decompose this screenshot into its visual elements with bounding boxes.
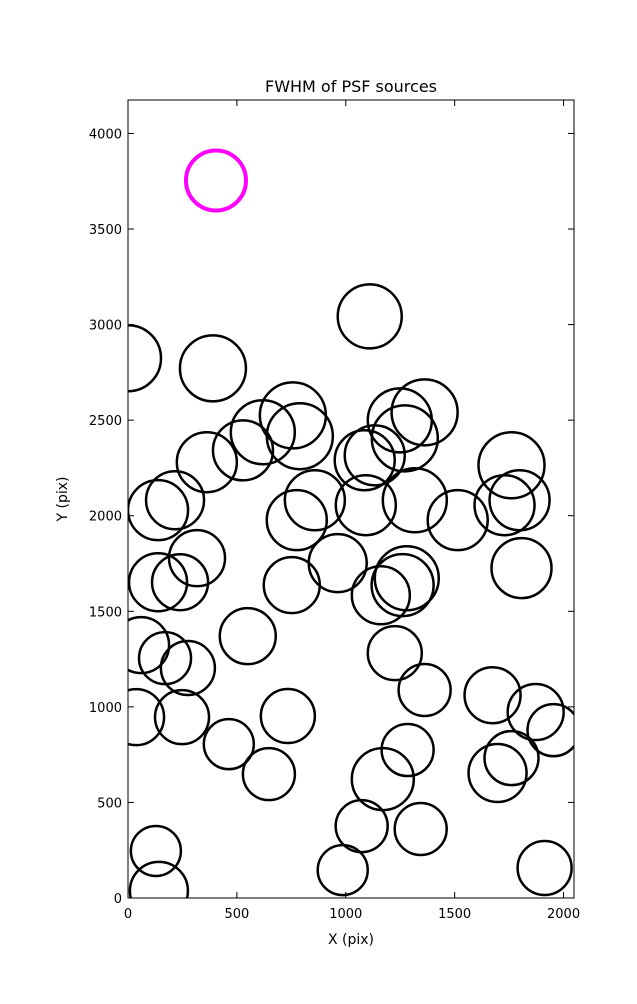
source-circle — [128, 860, 190, 898]
x-tick-label: 1500 — [438, 907, 471, 922]
y-tick-label: 1500 — [89, 605, 122, 620]
y-tick-label: 2000 — [89, 510, 122, 525]
y-tick-label: 1000 — [89, 701, 122, 716]
x-axis-label: X (pix) — [328, 932, 374, 948]
x-tick-label: 500 — [224, 907, 249, 922]
source-circle — [380, 722, 435, 778]
source-circle — [262, 555, 322, 615]
source-circle — [128, 551, 189, 613]
source-circle — [333, 429, 396, 492]
source-circle — [265, 401, 335, 471]
source-circle — [153, 688, 211, 746]
source-circle — [370, 552, 435, 618]
source-circle — [218, 606, 278, 666]
source-circle — [516, 839, 573, 897]
source-circle — [150, 552, 210, 612]
source-circle — [381, 466, 449, 534]
x-tick-label: 0 — [124, 907, 132, 922]
source-circle — [366, 624, 424, 682]
source-circle — [483, 729, 540, 787]
source-circle — [397, 662, 452, 718]
source-circle — [211, 419, 275, 482]
x-tick-label: 1000 — [329, 907, 362, 922]
source-circle — [307, 532, 368, 594]
source-circle — [128, 478, 190, 542]
source-circle — [477, 431, 546, 500]
y-tick-label: 3000 — [89, 319, 122, 334]
source-circle — [202, 717, 256, 771]
chart-title: FWHM of PSF sources — [265, 77, 437, 96]
source-circle — [144, 469, 206, 531]
source-circle — [506, 682, 565, 742]
y-axis-label: Y (pix) — [55, 477, 71, 523]
source-circle — [350, 564, 412, 626]
axes-frame — [127, 99, 575, 899]
source-circle — [490, 536, 553, 600]
source-circle — [178, 334, 248, 403]
y-tick-label: 2500 — [89, 414, 122, 429]
source-circle — [128, 615, 171, 675]
plot-area — [128, 148, 574, 898]
source-circle — [129, 824, 183, 878]
x-tick-label: 2000 — [547, 907, 580, 922]
source-circle — [316, 843, 369, 897]
source-circle — [526, 702, 574, 758]
y-tick-label: 3500 — [89, 223, 122, 238]
source-circle — [393, 801, 448, 857]
source-circle — [463, 665, 522, 725]
source-circle — [183, 148, 248, 213]
source-circle — [128, 323, 163, 393]
source-circle — [159, 639, 217, 697]
source-circle — [229, 398, 297, 466]
source-circle — [336, 283, 403, 350]
source-circle — [283, 468, 347, 532]
source-circle — [175, 430, 239, 494]
y-tick-label: 4000 — [89, 127, 122, 142]
y-tick-label: 500 — [97, 796, 122, 811]
source-circle — [426, 488, 489, 552]
source-circle — [259, 687, 317, 745]
source-circle — [473, 473, 536, 537]
source-circle — [241, 746, 297, 802]
source-circle — [370, 404, 440, 473]
source-circle — [467, 742, 528, 804]
source-circle — [390, 378, 459, 447]
source-circle — [167, 528, 227, 588]
source-circle — [265, 488, 329, 552]
source-circle — [128, 687, 166, 747]
y-tick-label: 0 — [114, 892, 122, 907]
source-circle — [343, 424, 406, 487]
source-circle — [334, 473, 398, 537]
